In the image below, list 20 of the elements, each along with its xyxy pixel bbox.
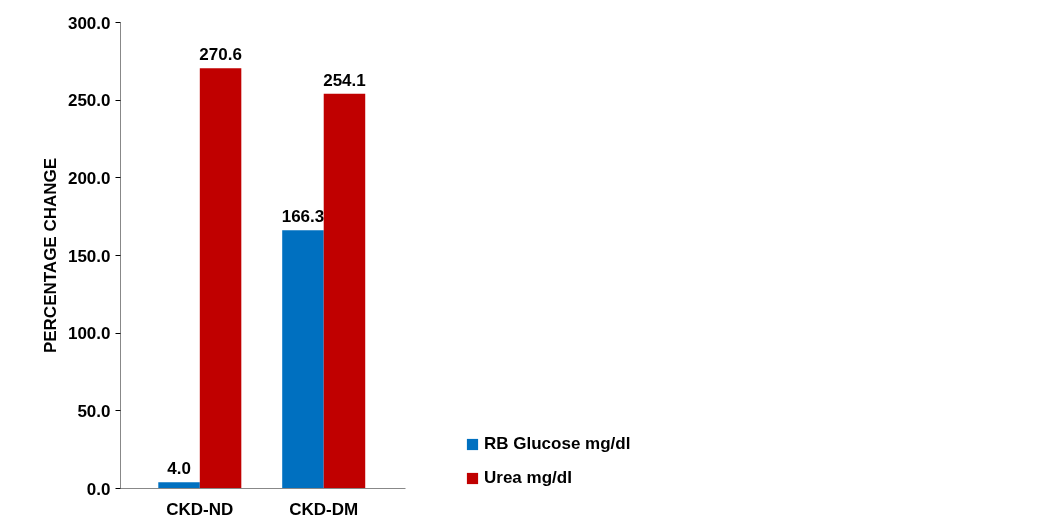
y-tick-label: 200.0 [67,168,111,188]
data-label: 4.0 [167,459,191,479]
y-tick-label: 250.0 [67,91,111,111]
y-tick-label: 300.0 [67,13,111,33]
y-tick-label: 100.0 [67,324,111,344]
bar [158,482,200,489]
y-tick-label: 50.0 [77,401,111,421]
legend-label: Urea mg/dI [484,468,572,488]
bar [323,93,366,489]
data-label: 166.3 [281,207,325,227]
data-label: 254.1 [323,70,366,90]
y-tick-label: 0.0 [86,479,111,499]
x-tick-label: CKD-DM [289,499,359,519]
legend-label: RB Glucose mg/dl [484,434,631,454]
bar [199,68,242,489]
x-tick-label: CKD-ND [166,499,234,519]
bar [282,230,324,489]
y-axis-title: PERCENTAGE CHANGE [40,157,60,354]
data-label: 270.6 [199,45,242,65]
y-tick-label: 150.0 [67,246,111,266]
